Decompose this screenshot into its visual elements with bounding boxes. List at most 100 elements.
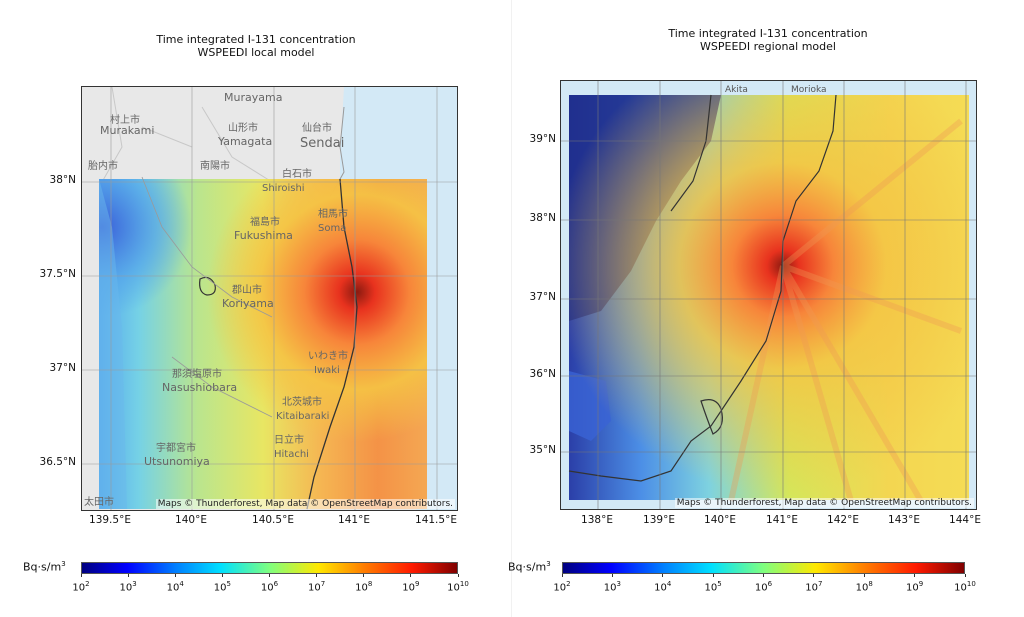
regional-colorbar-tick-base: 10: [754, 582, 768, 594]
local-colorbar-tick-exponent: 2: [85, 580, 90, 588]
regional-ytick-35: 35°N: [529, 444, 556, 456]
graticule: [82, 87, 457, 510]
local-colorbar-tick-exponent: 8: [367, 580, 373, 588]
local-colorbar-tick-base: 10: [166, 582, 180, 594]
local-colorbar-tick-mark: [457, 574, 459, 577]
label-sendai: Sendai: [300, 136, 344, 151]
label-koriyama: Koriyama: [222, 297, 274, 310]
label-utsunomiya: Utsunomiya: [144, 455, 210, 468]
local-colorbar-tick-mark: [127, 574, 129, 577]
boso-peninsula: [700, 399, 723, 435]
regional-ytick-38: 38°N: [529, 212, 556, 224]
regional-colorbar-tick-label: 104: [648, 580, 678, 593]
regional-colorbar-tick-label: 106: [749, 580, 779, 593]
regional-xtick-144: 144°E: [949, 514, 981, 526]
regional-xtick-143: 143°E: [888, 514, 920, 526]
regional-colorbar-tick-label: 1010: [950, 580, 980, 593]
label-murakami-jp: 村上市: [110, 113, 140, 126]
local-colorbar-tick-mark: [269, 574, 270, 577]
regional-colorbar-tick-mark: [964, 574, 966, 577]
local-colorbar-tick-base: 10: [213, 582, 227, 594]
roads: [101, 87, 273, 183]
regional-colorbar-tick-mark: [561, 574, 563, 577]
regional-map-attribution: Maps © Thunderforest, Map data © OpenStr…: [674, 498, 974, 508]
label-morioka: Morioka: [791, 85, 827, 95]
regional-colorbar-tick-mark: [914, 574, 916, 577]
local-xtick-141: 141°E: [338, 514, 370, 526]
label-murayama: Murayama: [224, 91, 282, 104]
regional-map[interactable]: Akita Morioka Maps © Thunderforest, Map …: [560, 80, 977, 510]
label-iwaki-jp: いわき市: [308, 349, 348, 362]
local-colorbar: [81, 562, 458, 574]
local-colorbar-tick-mark: [174, 574, 176, 577]
local-model-title: Time integrated I-131 concentration WSPE…: [0, 33, 512, 59]
regional-xtick-139: 139°E: [643, 514, 675, 526]
regional-colorbar-tick-base: 10: [553, 582, 567, 594]
regional-colorbar-tick-mark: [712, 574, 714, 577]
regional-colorbar-tick-exponent: 8: [868, 580, 873, 588]
local-colorbar-tick-exponent: 10: [459, 580, 469, 588]
regional-colorbar-tick-mark: [611, 574, 613, 577]
label-tainai: 胎内市: [88, 159, 118, 172]
local-colorbar-tick-label: 107: [302, 580, 332, 593]
label-yamagata-jp: 山形市: [228, 121, 258, 134]
regional-colorbar-tick-base: 10: [954, 582, 967, 594]
regional-colorbar-unit-sup: 3: [546, 560, 551, 568]
local-xtick-140-5: 140.5°E: [252, 514, 294, 526]
regional-title-line1: Time integrated I-131 concentration: [668, 27, 868, 40]
regional-colorbar-tick-label: 105: [698, 580, 728, 593]
local-colorbar-tick-label: 1010: [443, 580, 473, 593]
local-ytick-36-5: 36.5°N: [39, 456, 76, 468]
local-colorbar-unit-sup: 3: [61, 560, 66, 568]
local-colorbar-tick-label: 106: [255, 580, 285, 593]
panel-divider: [511, 0, 512, 617]
label-murakami: Murakami: [100, 124, 154, 137]
label-kitaibaraki: Kitaibaraki: [276, 411, 329, 422]
local-colorbar-tick-mark: [410, 574, 412, 577]
regional-colorbar-tick-exponent: 10: [966, 580, 976, 588]
label-ota: 太田市: [84, 495, 114, 508]
regional-colorbar-tick-exponent: 3: [616, 580, 621, 588]
label-shiroishi: Shiroishi: [262, 183, 305, 194]
label-koriyama-jp: 郡山市: [232, 283, 262, 296]
local-colorbar-tick-base: 10: [447, 582, 460, 594]
label-shiroishi-jp: 白石市: [282, 167, 312, 180]
local-colorbar-tick-base: 10: [402, 582, 415, 594]
local-ytick-38: 38°N: [49, 174, 76, 186]
regional-colorbar-tick-mark: [813, 574, 815, 577]
local-map-attribution: Maps © Thunderforest, Map data © OpenStr…: [155, 499, 455, 509]
local-xtick-140: 140°E: [175, 514, 207, 526]
local-title-line1: Time integrated I-131 concentration: [156, 33, 356, 46]
high-concentration-plume: [202, 179, 427, 509]
local-colorbar-tick-base: 10: [308, 582, 321, 594]
local-ytick-37: 37°N: [49, 362, 76, 374]
local-colorbar-tick-exponent: 6: [273, 580, 279, 588]
regional-colorbar-tick-base: 10: [906, 582, 919, 594]
regional-ytick-39: 39°N: [529, 133, 556, 145]
local-colorbar-tick-base: 10: [355, 582, 368, 594]
label-sendai-jp: 仙台市: [302, 121, 332, 134]
local-colorbar-tick-exponent: 7: [320, 580, 326, 588]
local-colorbar-tick-label: 103: [113, 580, 143, 593]
honshu-coastline: [568, 94, 837, 482]
label-fukushima: Fukushima: [234, 229, 293, 242]
regional-graticule: [561, 81, 976, 509]
local-colorbar-tick-mark: [363, 574, 365, 577]
local-colorbar-tick-exponent: 4: [179, 580, 184, 588]
regional-colorbar-tick-label: 103: [597, 580, 627, 593]
local-map[interactable]: Murayama 村上市 Murakami 山形市 Yamagata 仙台市 S…: [81, 86, 458, 511]
regional-colorbar-tick-label: 109: [900, 580, 930, 593]
regional-colorbar-unit: Bq·s/m: [508, 560, 547, 574]
label-kitaibaraki-jp: 北茨城市: [282, 395, 322, 408]
regional-title-line2: WSPEEDI regional model: [700, 40, 836, 53]
regional-map-canvas: Akita Morioka: [561, 81, 976, 509]
local-colorbar-tick-label: 105: [207, 580, 237, 593]
regional-colorbar-tick-label: 102: [547, 580, 577, 593]
local-colorbar-tick-label: 109: [396, 580, 426, 593]
local-colorbar-tick-mark: [80, 574, 82, 577]
local-colorbar-tick-base: 10: [72, 582, 86, 594]
local-xtick-141-5: 141.5°E: [415, 514, 457, 526]
local-colorbar-tick-exponent: 5: [226, 580, 231, 588]
regional-xtick-138: 138°E: [581, 514, 613, 526]
regional-colorbar-tick-mark: [763, 574, 764, 577]
